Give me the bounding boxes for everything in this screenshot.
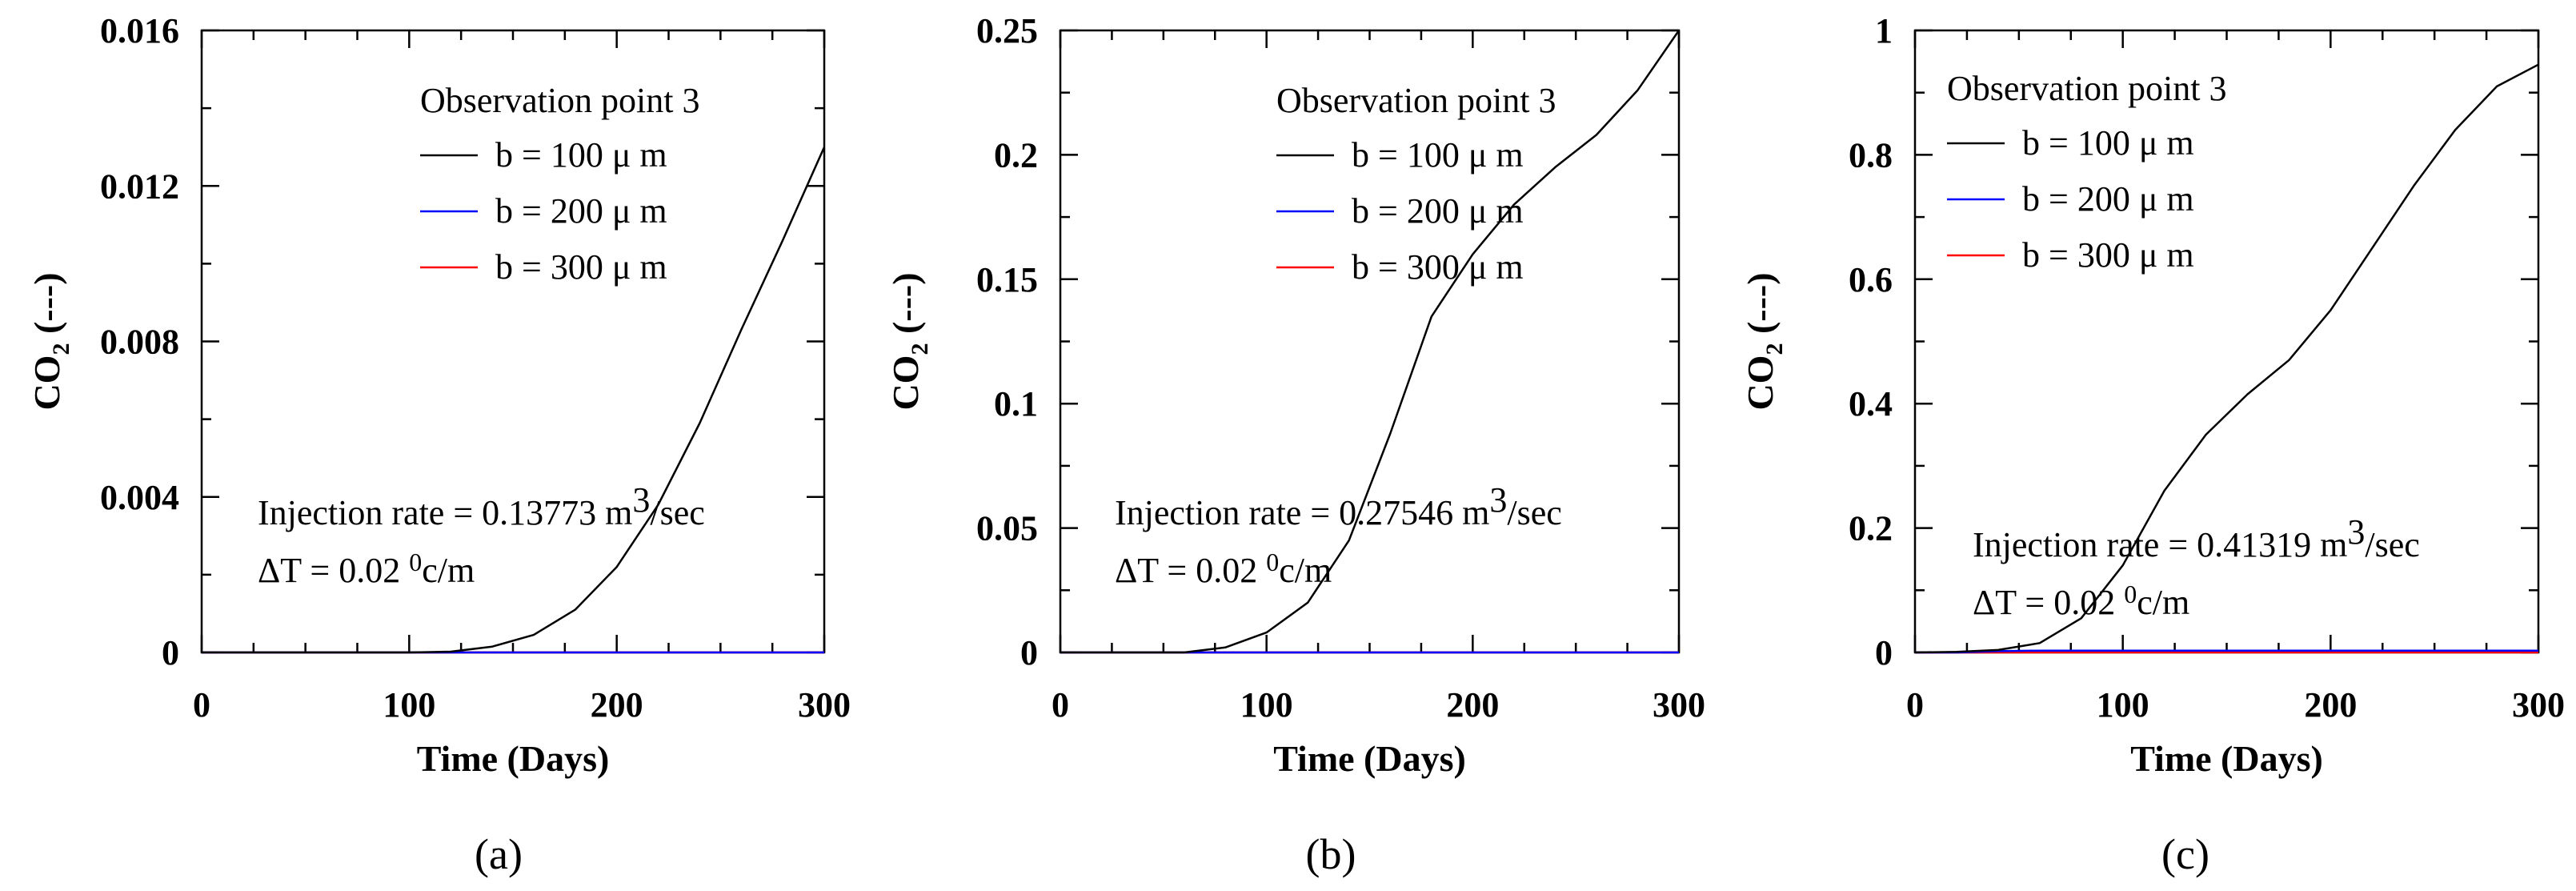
chart-panel-3: 0 0.2 0.4 0.6 0.8 1 0 100 200 300 Time (Days) CO2 (…	[1740, 11, 2565, 878]
series-line-b-200	[1915, 649, 2538, 654]
y-tick-label: 0	[162, 633, 179, 672]
x-tick-label: 300	[2512, 685, 2565, 724]
y-tick-label: 0.6	[1849, 260, 1893, 299]
y-tick-label: 0.15	[976, 260, 1038, 299]
panel-caption: (c)	[2161, 830, 2209, 878]
injection-rate-note: Injection rate = 0.13773 m3/sec	[258, 480, 705, 532]
y-tick-label: 0.008	[100, 323, 179, 362]
delta-t-note: ΔT = 0.02 0c/m	[1115, 548, 1332, 590]
legend-entry: b = 200 μ m	[1352, 191, 1524, 231]
y-axis-label: CO2 (---)	[1740, 272, 1788, 410]
y-tick-label: 0.8	[1849, 135, 1893, 175]
chart-panel-1: 0 0.004 0.008 0.012 0.016 0 100 200 300 Time (Day…	[26, 11, 851, 878]
y-tick-label: 0.25	[976, 11, 1038, 50]
x-tick-label: 0	[1906, 685, 1924, 724]
x-tick-label: 0	[1052, 685, 1069, 724]
delta-t-note: ΔT = 0.02 0c/m	[258, 548, 475, 590]
x-axis-label: Time (Days)	[417, 738, 610, 779]
x-tick-label: 200	[591, 685, 643, 724]
legend-entry: b = 300 μ m	[1352, 247, 1524, 287]
injection-rate-note: Injection rate = 0.41319 m3/sec	[1973, 512, 2420, 564]
series-line-b-100	[1914, 63, 2539, 654]
legend-entry: b = 300 μ m	[2022, 235, 2194, 275]
x-tick-label: 200	[1446, 685, 1499, 724]
legend-title: Observation point 3	[1947, 69, 2227, 108]
y-tick-label: 0.016	[100, 11, 179, 50]
x-axis-label: Time (Days)	[2130, 738, 2323, 779]
legend-entry: b = 200 μ m	[495, 191, 667, 231]
series-line-b-100	[202, 146, 826, 654]
y-tick-label: 0.1	[994, 384, 1038, 423]
y-tick-label: 0.004	[100, 478, 179, 517]
y-tick-label: 0.012	[100, 167, 179, 206]
y-tick-label: 0.2	[1849, 509, 1893, 548]
legend-entry: b = 200 μ m	[2022, 179, 2194, 219]
x-tick-label: 100	[1240, 685, 1293, 724]
legend-entry: b = 100 μ m	[495, 135, 667, 175]
series-line-b-100	[1060, 30, 1681, 654]
x-axis-label: Time (Days)	[1273, 738, 1466, 779]
panel-caption: (a)	[475, 830, 523, 878]
y-tick-label: 0	[1875, 633, 1893, 672]
y-tick-label: 0	[1020, 633, 1038, 672]
x-tick-label: 300	[798, 685, 851, 724]
y-axis-label: CO2 (---)	[26, 272, 74, 410]
legend-entry: b = 100 μ m	[2022, 123, 2194, 163]
legend-title: Observation point 3	[1276, 81, 1556, 120]
x-tick-label: 300	[1653, 685, 1705, 724]
legend-title: Observation point 3	[420, 81, 700, 120]
legend-entry: b = 100 μ m	[1352, 135, 1524, 175]
x-tick-label: 200	[2304, 685, 2357, 724]
x-tick-label: 100	[383, 685, 435, 724]
y-tick-label: 1	[1875, 11, 1893, 50]
y-tick-label: 0.05	[976, 509, 1038, 548]
legend-entry: b = 300 μ m	[495, 247, 667, 287]
delta-t-note: ΔT = 0.02 0c/m	[1973, 580, 2189, 622]
x-tick-label: 0	[193, 685, 210, 724]
x-tick-label: 100	[2097, 685, 2149, 724]
injection-rate-note: Injection rate = 0.27546 m3/sec	[1115, 480, 1562, 532]
y-tick-label: 0.2	[994, 135, 1038, 175]
y-tick-label: 0.4	[1849, 384, 1893, 423]
y-axis-label: CO2 (---)	[885, 272, 933, 410]
panel-caption: (b)	[1306, 830, 1356, 878]
chart-panel-2: 0 0.05 0.1 0.15 0.2 0.25 0 100 200 300 Time (Days)…	[885, 11, 1705, 878]
